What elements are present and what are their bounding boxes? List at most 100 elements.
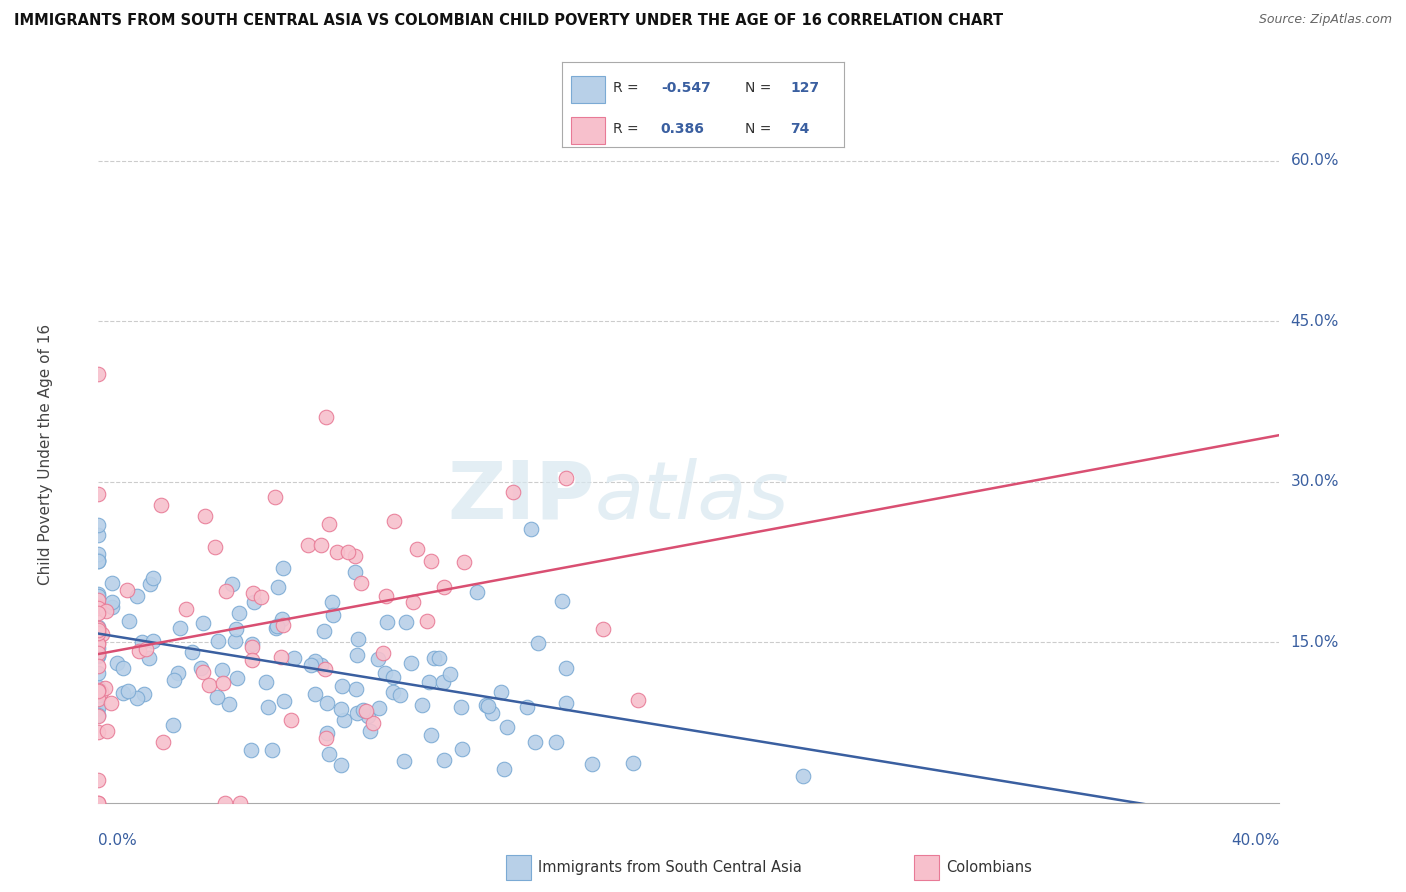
Point: [546, 735, 568, 749]
Point: [240, 640, 263, 654]
Point: [87, 626, 110, 640]
Point: [142, 634, 165, 648]
Point: [266, 619, 288, 633]
Point: [420, 554, 443, 568]
Point: [315, 731, 337, 746]
Point: [350, 575, 373, 590]
Point: [347, 632, 370, 647]
Point: [394, 754, 416, 768]
Point: [523, 735, 546, 749]
Text: 74: 74: [790, 121, 810, 136]
Point: [87, 637, 110, 651]
Point: [280, 714, 302, 728]
Point: [87, 796, 110, 810]
Point: [87, 707, 110, 722]
Point: [551, 594, 574, 608]
Point: [87, 692, 110, 706]
Point: [371, 646, 394, 660]
Point: [163, 673, 186, 687]
Text: 0.386: 0.386: [661, 121, 704, 136]
Point: [344, 681, 367, 696]
Text: Source: ZipAtlas.com: Source: ZipAtlas.com: [1258, 13, 1392, 27]
Point: [792, 769, 814, 783]
Point: [87, 648, 110, 663]
Point: [420, 728, 443, 742]
Point: [87, 659, 110, 673]
Point: [330, 680, 353, 694]
Point: [389, 689, 412, 703]
Point: [495, 720, 517, 734]
Point: [299, 658, 322, 673]
Point: [433, 753, 456, 767]
Point: [224, 634, 246, 648]
Point: [87, 593, 110, 607]
Point: [395, 615, 418, 629]
Point: [87, 553, 110, 567]
Point: [101, 576, 124, 591]
Point: [257, 699, 280, 714]
Point: [176, 601, 198, 615]
Point: [228, 796, 250, 810]
Point: [152, 735, 174, 749]
Point: [439, 667, 461, 681]
Point: [242, 586, 264, 600]
Point: [367, 651, 389, 665]
Text: 60.0%: 60.0%: [1291, 153, 1339, 168]
Point: [271, 561, 294, 575]
Point: [243, 595, 266, 609]
Point: [451, 741, 474, 756]
Point: [502, 485, 524, 500]
Point: [481, 706, 503, 720]
FancyBboxPatch shape: [571, 117, 605, 144]
Point: [332, 713, 354, 727]
Point: [352, 703, 374, 717]
Point: [87, 601, 110, 615]
Point: [90, 627, 112, 641]
Point: [321, 595, 343, 609]
Point: [309, 538, 332, 552]
Point: [87, 594, 110, 608]
Point: [87, 693, 110, 707]
Point: [135, 641, 157, 656]
Point: [250, 590, 273, 604]
Point: [402, 595, 425, 609]
Point: [167, 665, 190, 680]
Point: [139, 577, 162, 591]
Point: [87, 606, 110, 620]
Point: [221, 576, 243, 591]
Point: [375, 615, 398, 630]
Point: [283, 651, 305, 665]
Point: [318, 516, 340, 531]
Text: IMMIGRANTS FROM SOUTH CENTRAL ASIA VS COLOMBIAN CHILD POVERTY UNDER THE AGE OF 1: IMMIGRANTS FROM SOUTH CENTRAL ASIA VS CO…: [14, 13, 1004, 29]
Text: atlas: atlas: [595, 458, 789, 536]
Point: [87, 624, 110, 638]
Point: [205, 690, 228, 705]
Point: [87, 623, 110, 637]
Point: [264, 490, 287, 504]
Point: [212, 676, 235, 690]
Point: [87, 641, 110, 656]
Text: 15.0%: 15.0%: [1291, 635, 1339, 649]
Point: [240, 653, 263, 667]
Point: [242, 637, 264, 651]
Point: [190, 660, 212, 674]
Point: [87, 683, 110, 698]
Point: [87, 554, 110, 568]
Point: [314, 662, 336, 676]
Point: [526, 636, 548, 650]
Point: [312, 624, 335, 639]
Point: [621, 756, 644, 771]
Point: [198, 678, 221, 692]
Point: [117, 683, 139, 698]
Point: [207, 634, 229, 648]
Text: Child Poverty Under the Age of 16: Child Poverty Under the Age of 16: [38, 325, 53, 585]
Point: [432, 674, 454, 689]
Text: 40.0%: 40.0%: [1232, 833, 1279, 848]
Point: [218, 697, 240, 711]
Point: [494, 762, 516, 776]
Point: [87, 700, 110, 714]
Point: [555, 471, 578, 485]
Point: [374, 589, 396, 603]
Point: [346, 706, 368, 721]
Point: [87, 688, 110, 702]
